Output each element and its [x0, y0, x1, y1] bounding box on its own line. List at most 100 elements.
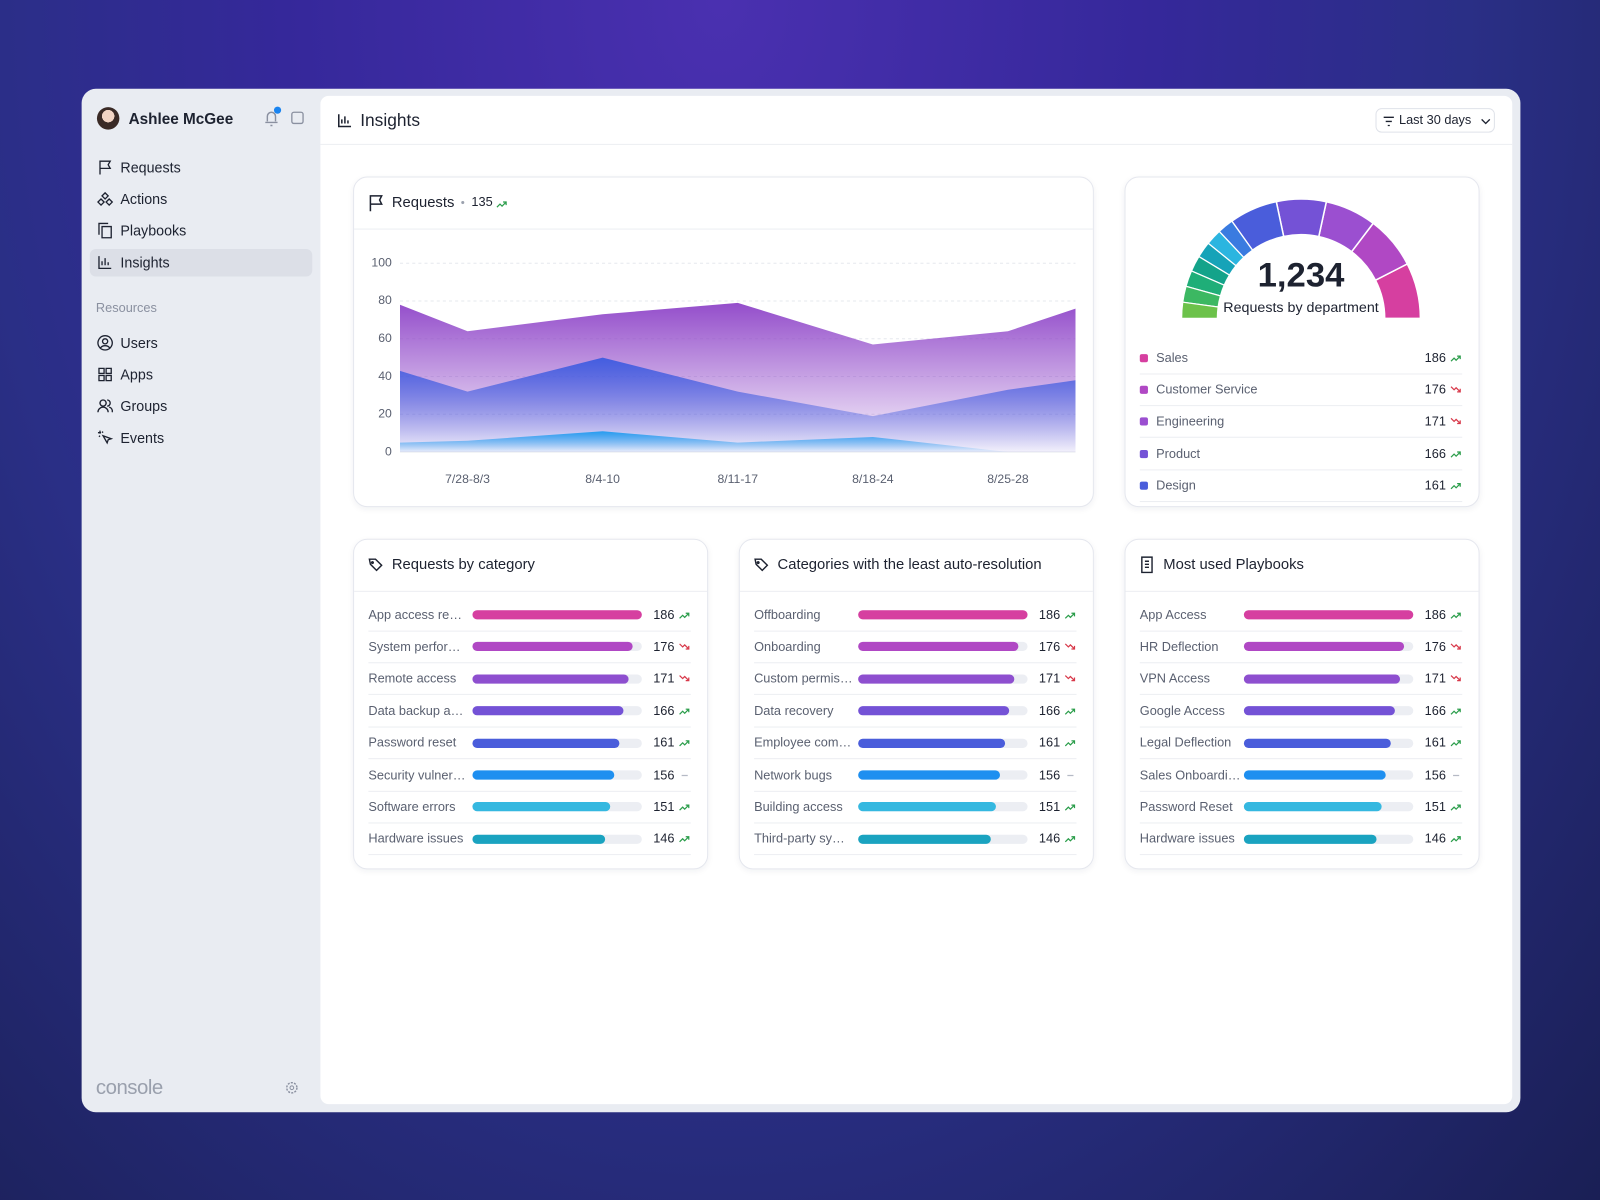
bar	[472, 642, 633, 652]
row-label: Hardware issues	[1139, 831, 1235, 846]
y-tick-label: 100	[371, 255, 392, 269]
legend-value: 176	[1424, 382, 1446, 397]
row-label: Password reset	[368, 735, 457, 750]
trend-glyph	[679, 804, 690, 811]
row-value: 151	[1038, 799, 1061, 814]
separator-dot	[461, 201, 465, 205]
card-icon	[1141, 556, 1153, 574]
row-divider	[1139, 854, 1463, 856]
row-divider	[1139, 469, 1463, 471]
row-divider	[1139, 790, 1463, 792]
trend-glyph	[679, 643, 690, 650]
y-tick-label: 40	[378, 369, 392, 383]
trend-glyph	[1450, 804, 1461, 811]
bar	[1243, 834, 1377, 844]
trend-up	[679, 804, 690, 811]
list-card	[1124, 538, 1480, 870]
row-label: HR Deflection	[1139, 639, 1219, 654]
row-label: Hardware issues	[368, 831, 464, 846]
bar	[1243, 770, 1386, 780]
legend-label: Design	[1156, 478, 1196, 493]
row-divider	[754, 822, 1077, 824]
row-divider	[368, 662, 691, 664]
legend-swatch	[1139, 417, 1148, 426]
trend-down	[1450, 643, 1461, 650]
x-tick-label: 8/25-28	[987, 472, 1029, 486]
date-filter[interactable]: Last 30 days	[1375, 108, 1495, 133]
settings-icon[interactable]	[285, 1081, 299, 1095]
y-tick-label: 20	[378, 407, 392, 421]
row-divider	[754, 726, 1077, 728]
legend-swatch	[1139, 385, 1148, 394]
row-divider	[368, 790, 691, 792]
header-divider	[320, 143, 1513, 145]
row-value: 151	[1424, 799, 1446, 814]
bar	[472, 706, 624, 716]
y-tick-label: 80	[378, 293, 392, 307]
row-divider	[368, 726, 691, 728]
trend-up	[1450, 451, 1461, 458]
row-label: Custom permis…	[754, 671, 853, 686]
section-title: Resources	[95, 300, 157, 316]
trend-up	[1450, 836, 1461, 843]
nav-item[interactable]: Actions	[120, 190, 168, 207]
row-label: Network bugs	[754, 767, 833, 782]
bar	[858, 770, 1001, 780]
trend-glyph	[1450, 836, 1461, 843]
row-divider	[754, 630, 1077, 632]
row-label: Security vulner…	[368, 767, 466, 782]
trend-glyph	[1450, 708, 1461, 715]
x-tick-label: 8/4-10	[585, 472, 620, 486]
gauge-other-segment	[1181, 301, 1219, 319]
row-divider	[1139, 372, 1463, 374]
trend-up	[1450, 354, 1461, 362]
legend-label: Product	[1156, 446, 1201, 461]
resources-item[interactable]: Groups	[120, 398, 168, 415]
legend-swatch	[1139, 353, 1148, 362]
row-divider	[754, 662, 1077, 664]
list-card	[353, 538, 709, 870]
collapse-icon[interactable]	[291, 111, 304, 125]
legend-label: Engineering	[1156, 414, 1225, 429]
trend-glyph	[1450, 740, 1461, 747]
row-label: Sales Onboardi…	[1139, 767, 1241, 782]
card-icon	[368, 558, 383, 572]
legend-swatch	[1139, 449, 1148, 458]
row-label: Third-party sy…	[754, 831, 845, 846]
active-nav-bg	[89, 248, 313, 277]
resources-icon	[97, 399, 114, 413]
trend-up	[1450, 804, 1461, 811]
bar	[858, 834, 992, 844]
row-value: 171	[1038, 671, 1061, 686]
resources-item[interactable]: Users	[120, 334, 158, 351]
icon-glyph	[98, 367, 112, 382]
bar	[858, 642, 1019, 652]
trend-down	[1450, 386, 1461, 393]
trend-down	[679, 643, 690, 650]
row-label: Legal Deflection	[1139, 735, 1232, 750]
nav-item[interactable]: Insights	[120, 254, 170, 271]
trend-glyph	[1450, 451, 1461, 458]
icon-glyph	[97, 431, 114, 445]
trend-glyph	[679, 675, 690, 682]
row-divider	[368, 758, 691, 760]
row-divider	[1139, 662, 1463, 664]
x-tick-label: 8/18-24	[852, 472, 894, 486]
trend-glyph	[1064, 675, 1076, 682]
trend-up	[1064, 804, 1076, 811]
row-divider	[368, 694, 691, 696]
nav-item[interactable]: Playbooks	[120, 222, 187, 239]
icon-glyph	[97, 399, 114, 413]
resources-item[interactable]: Events	[120, 429, 165, 447]
resources-item[interactable]: Apps	[120, 366, 153, 383]
trend-glyph	[496, 201, 507, 208]
bar	[1243, 642, 1405, 652]
trend-up	[679, 708, 690, 715]
nav-item[interactable]: Requests	[120, 158, 181, 175]
bell-icon[interactable]	[265, 111, 278, 127]
icon-glyph	[97, 191, 114, 206]
icon-glyph	[1141, 556, 1153, 574]
gauge-segment	[1275, 198, 1328, 238]
list-card	[738, 538, 1094, 870]
trend-glyph	[1450, 354, 1461, 362]
